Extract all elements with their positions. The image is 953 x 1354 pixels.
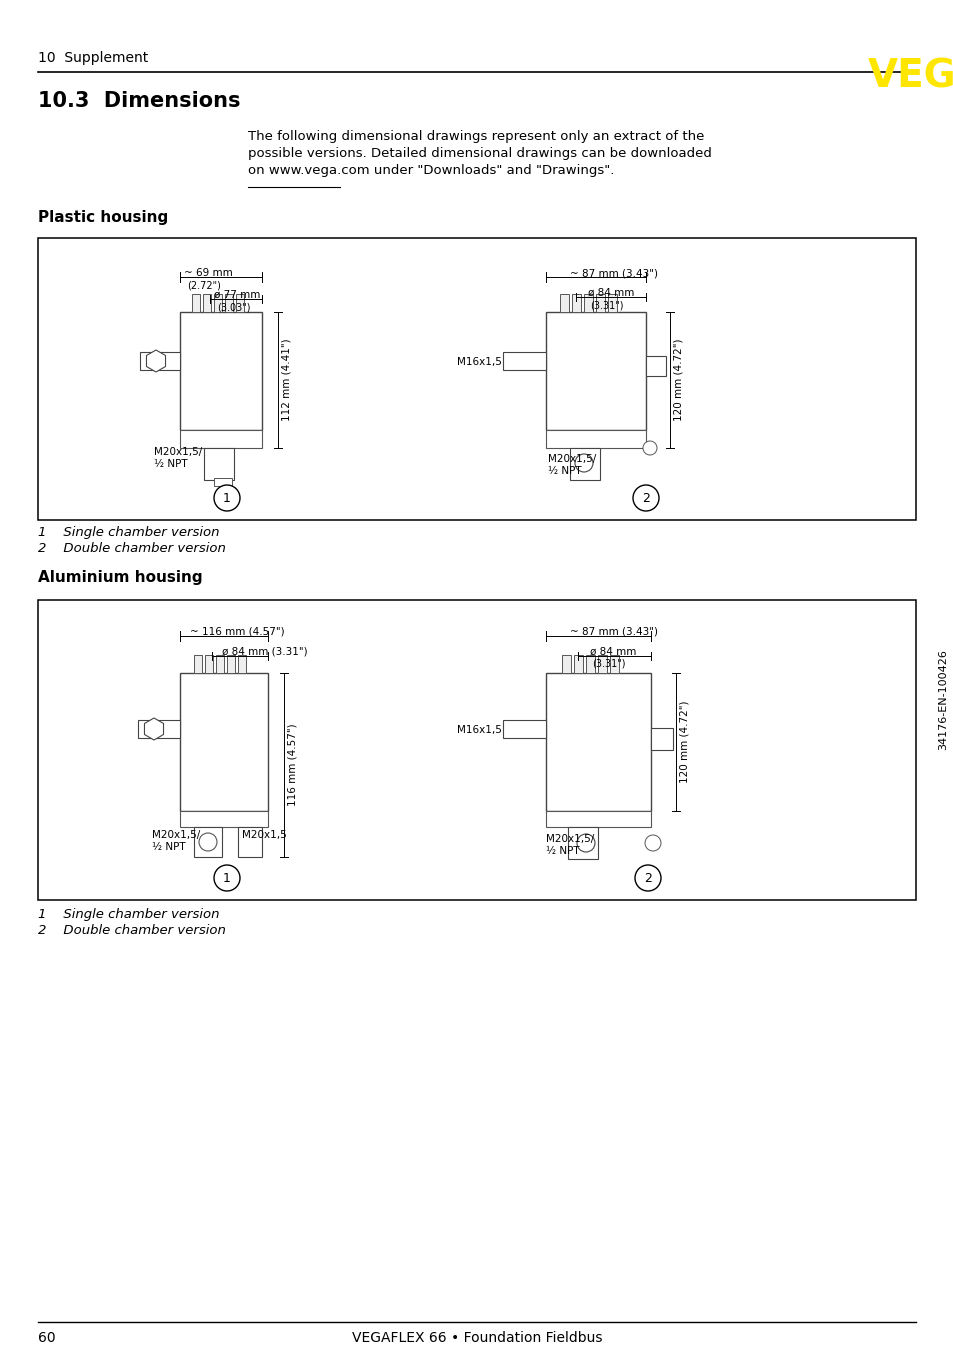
Bar [545, 673, 650, 811]
Text: ~ 87 mm (3.43"): ~ 87 mm (3.43") [569, 268, 658, 278]
Text: 1: 1 [223, 492, 231, 505]
Bar [609, 655, 618, 673]
Text: ½ NPT: ½ NPT [152, 842, 186, 852]
Text: 10.3  Dimensions: 10.3 Dimensions [38, 91, 240, 111]
Bar [574, 655, 582, 673]
Bar [545, 311, 645, 431]
Text: ø 84 mm (3.31"): ø 84 mm (3.31") [222, 647, 307, 657]
Text: ~ 87 mm (3.43"): ~ 87 mm (3.43") [569, 627, 658, 636]
Text: (2.72"): (2.72") [187, 280, 221, 290]
Bar [596, 294, 604, 311]
Text: 112 mm (4.41"): 112 mm (4.41") [282, 338, 292, 421]
Bar [205, 655, 213, 673]
Text: 1    Single chamber version: 1 Single chamber version [38, 909, 219, 921]
Bar [502, 352, 545, 370]
Text: VEGAFLEX 66 • Foundation Fieldbus: VEGAFLEX 66 • Foundation Fieldbus [352, 1331, 601, 1345]
Text: M20x1,5/: M20x1,5/ [153, 447, 202, 458]
Bar [204, 448, 233, 481]
Bar [193, 827, 222, 857]
Text: 2: 2 [641, 492, 649, 505]
Bar [203, 294, 211, 311]
Text: ~ 69 mm: ~ 69 mm [184, 268, 233, 278]
Circle shape [633, 485, 659, 510]
Bar [213, 478, 232, 486]
Text: 1: 1 [223, 872, 231, 884]
Bar [598, 655, 606, 673]
Text: 60: 60 [38, 1331, 55, 1345]
Text: 120 mm (4.72"): 120 mm (4.72") [673, 338, 683, 421]
Text: (3.31"): (3.31") [592, 659, 625, 669]
Text: ø 77 mm: ø 77 mm [213, 290, 260, 301]
Bar [502, 720, 545, 738]
Bar [567, 827, 598, 858]
Circle shape [635, 865, 660, 891]
Circle shape [644, 835, 660, 852]
Bar [213, 294, 222, 311]
Bar [180, 431, 262, 448]
Text: M16x1,5: M16x1,5 [456, 724, 501, 735]
Bar [645, 356, 665, 376]
Text: M20x1,5/: M20x1,5/ [547, 454, 596, 464]
Bar [225, 294, 233, 311]
Text: M20x1,5/: M20x1,5/ [152, 830, 200, 839]
Text: Aluminium housing: Aluminium housing [38, 570, 202, 585]
Bar [585, 655, 595, 673]
Bar [569, 448, 599, 481]
Bar [545, 431, 645, 448]
Text: 120 mm (4.72"): 120 mm (4.72") [679, 701, 689, 783]
Bar [559, 294, 568, 311]
Bar [561, 655, 571, 673]
Bar [607, 294, 617, 311]
Text: (3.03"): (3.03") [216, 302, 251, 311]
Text: 116 mm (4.57"): 116 mm (4.57") [288, 723, 297, 807]
Bar [180, 311, 262, 431]
Text: on www.vega.com under "​Downloads​" and "​Drawings​".: on www.vega.com under "​Downloads​" and … [248, 164, 614, 177]
Bar [237, 827, 262, 857]
Bar [192, 294, 200, 311]
Text: 1    Single chamber version: 1 Single chamber version [38, 525, 219, 539]
Text: ½ NPT: ½ NPT [547, 466, 581, 477]
Circle shape [213, 865, 240, 891]
Circle shape [577, 834, 595, 852]
Bar [180, 811, 268, 827]
Bar [180, 673, 268, 811]
Text: Plastic housing: Plastic housing [38, 210, 168, 225]
Bar [193, 655, 202, 673]
Text: ø 84 mm: ø 84 mm [587, 288, 634, 298]
Text: M20x1,5/: M20x1,5/ [545, 834, 594, 844]
Bar [138, 720, 180, 738]
Bar [227, 655, 234, 673]
Text: 34176-EN-100426: 34176-EN-100426 [937, 650, 947, 750]
Text: M20x1,5: M20x1,5 [242, 830, 287, 839]
Text: ø 84 mm: ø 84 mm [589, 647, 636, 657]
Bar [572, 294, 580, 311]
Circle shape [642, 441, 657, 455]
Bar [583, 294, 593, 311]
Bar [650, 728, 672, 750]
Bar [237, 655, 246, 673]
Bar [215, 655, 224, 673]
Bar [235, 294, 244, 311]
Text: ½ NPT: ½ NPT [545, 846, 579, 856]
Text: 2    Double chamber version: 2 Double chamber version [38, 923, 226, 937]
Bar [38, 238, 915, 520]
Text: 2    Double chamber version: 2 Double chamber version [38, 542, 226, 555]
Text: The following dimensional drawings represent only an extract of the: The following dimensional drawings repre… [248, 130, 703, 144]
Circle shape [213, 485, 240, 510]
Bar [545, 811, 650, 827]
Circle shape [199, 833, 216, 852]
Text: VEGA: VEGA [867, 58, 953, 96]
Text: 2: 2 [643, 872, 651, 884]
Text: possible versions. Detailed dimensional drawings can be downloaded: possible versions. Detailed dimensional … [248, 148, 711, 160]
Text: 10  Supplement: 10 Supplement [38, 51, 148, 65]
Text: M16x1,5: M16x1,5 [456, 357, 501, 367]
Bar [38, 600, 915, 900]
Bar [140, 352, 180, 370]
Text: (3.31"): (3.31") [589, 301, 623, 310]
Circle shape [575, 454, 593, 473]
Text: ½ NPT: ½ NPT [153, 459, 188, 468]
Text: ~ 116 mm (4.57"): ~ 116 mm (4.57") [190, 627, 284, 636]
